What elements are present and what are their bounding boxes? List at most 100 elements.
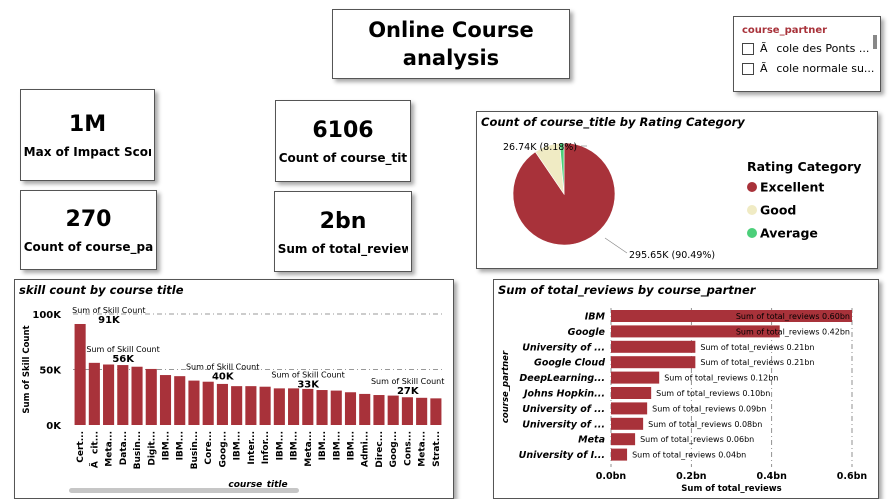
bar: [216, 383, 228, 425]
report-title: Online Course analysis: [368, 18, 534, 70]
x-tick-label: Inter...: [247, 431, 257, 465]
data-label-value: 33K: [297, 379, 320, 390]
data-label-value: 40K: [212, 372, 235, 383]
data-label-caption: Sum of Skill Count: [72, 306, 145, 315]
legend-item-excellent: Excellent: [760, 180, 824, 195]
reviews-chart-card[interactable]: Sum of total_reviews by course_partner 0…: [493, 279, 879, 499]
bar: [611, 310, 852, 322]
y-tick-label: Google Cloud: [534, 358, 605, 369]
bar: [131, 366, 143, 425]
x-tick-label: IBM...: [275, 431, 285, 460]
bar: [344, 392, 357, 425]
x-tick-label: Admi...: [361, 431, 371, 467]
x-tick-label: Ãcit...: [89, 431, 100, 468]
y-axis-title: course_partner: [501, 350, 511, 423]
checkbox[interactable]: [742, 63, 754, 75]
pie-label-excellent: 295.65K (90.49%): [629, 250, 715, 261]
x-tick-label: 0.0bn: [596, 471, 627, 482]
x-tick-label: 0.6bn: [837, 471, 868, 482]
x-tick-label: IBM...: [318, 431, 328, 460]
bar: [74, 323, 86, 425]
y-tick-label: University of ...: [522, 342, 605, 353]
bar-value-label: Sum of total_reviews 0.06bn: [640, 435, 754, 444]
slicer-option-label: Ãcole normale su...: [760, 62, 875, 75]
skill-count-chart-card[interactable]: skill count by course title 0K 50K 100K Sum…: [14, 279, 454, 499]
x-tick-label: Meta...: [304, 431, 314, 467]
y-tick-label: 50K: [39, 366, 62, 377]
x-tick-label: Digit...: [147, 431, 157, 466]
bar-value-label: Sum of total_reviews 0.21bn: [700, 358, 814, 367]
bar: [611, 402, 648, 415]
data-label-caption: Sum of Skill Count: [271, 370, 344, 379]
kpi-reviews-card[interactable]: 2bn Sum of total_reviews: [274, 191, 412, 272]
x-tick-label: Cons...: [403, 431, 413, 466]
kpi-course-title-label: Count of course_title: [278, 151, 408, 165]
bar: [316, 390, 328, 425]
slicer-option[interactable]: Ãcole normale su...: [742, 62, 880, 76]
bar-value-label: Sum of total_reviews 0.60bn: [736, 312, 850, 321]
x-tick-label: IBM...: [176, 431, 186, 460]
x-tick-label: IBM...: [233, 431, 243, 460]
bar: [188, 380, 200, 425]
bar-value-label: Sum of total_reviews 0.21bn: [700, 343, 814, 352]
bar: [245, 386, 257, 425]
slicer-option[interactable]: Ãcole des Ponts ...: [742, 42, 880, 56]
slicer-option-label: Ãcole des Ponts ...: [760, 42, 870, 55]
kpi-course-partner-card[interactable]: 270 Count of course_pa...: [20, 190, 157, 270]
bar: [159, 375, 172, 425]
bar: [611, 371, 660, 384]
bar-value-label: Sum of total_reviews 0.12bn: [664, 374, 778, 383]
pie-chart-card[interactable]: Count of course_title by Rating Category…: [476, 111, 878, 269]
kpi-reviews-value: 2bn: [319, 208, 367, 234]
report-title-card: Online Course analysis: [332, 9, 570, 79]
x-tick-label: IBM...: [332, 431, 342, 460]
bar: [611, 417, 644, 430]
legend-item-good: Good: [760, 203, 796, 218]
bar-value-label: Sum of total_reviews 0.08bn: [648, 420, 762, 429]
bar: [611, 340, 696, 353]
kpi-course-partner-value: 270: [65, 207, 112, 232]
x-tick-label: Busin...: [190, 431, 200, 469]
data-label-value: 91K: [98, 315, 121, 326]
bar: [288, 388, 300, 425]
bar-value-label: Sum of total_reviews 0.04bn: [632, 451, 746, 460]
x-tick-label: 0.4bn: [756, 471, 787, 482]
kpi-course-title-card[interactable]: 6106 Count of course_title: [275, 100, 411, 182]
bar: [259, 386, 271, 425]
checkbox[interactable]: [742, 43, 754, 55]
y-tick-label: Google: [568, 327, 606, 338]
x-tick-label: Meta...: [418, 431, 428, 467]
bar: [359, 393, 371, 425]
x-tick-label: 0.2bn: [676, 471, 707, 482]
x-tick-label: Meta...: [105, 431, 115, 467]
x-tick-label: Cert...: [76, 431, 86, 463]
y-tick-label: University of ...: [522, 404, 605, 415]
kpi-impact-label: Max of Impact Score: [23, 145, 152, 159]
legend-item-average: Average: [760, 226, 818, 241]
bar: [611, 448, 628, 461]
slicer-header: course_partner: [742, 25, 828, 36]
pie-chart: 26.74K (8.18%) 295.65K (90.49%) Rating Cat…: [503, 142, 861, 261]
bar: [145, 368, 157, 425]
pie-slice-average: [559, 142, 565, 195]
slicer-scrollbar[interactable]: [873, 35, 877, 49]
kpi-impact-card[interactable]: 1M Max of Impact Score: [20, 89, 155, 181]
y-tick-label: Meta: [578, 435, 605, 446]
bar: [373, 395, 385, 425]
bar: [611, 387, 652, 399]
x-tick-label: Busin...: [133, 431, 143, 469]
y-tick-label: Johns Hopkin...: [522, 389, 605, 400]
horizontal-scrollbar[interactable]: [69, 488, 299, 493]
kpi-course-title-value: 6106: [312, 118, 374, 143]
data-label-caption: Sum of Skill Count: [186, 363, 259, 372]
bar: [174, 376, 186, 425]
kpi-impact-value: 1M: [68, 112, 107, 137]
course-partner-slicer[interactable]: course_partner Ãcole des Ponts ... Ãco…: [733, 16, 881, 92]
x-tick-label: Strat...: [432, 431, 442, 467]
y-tick-label: 0K: [46, 421, 62, 432]
x-axis-title: course_title: [228, 480, 287, 490]
bar: [117, 365, 129, 425]
x-tick-label: IBM...: [162, 431, 172, 460]
bar: [387, 395, 399, 425]
bar: [273, 388, 285, 425]
